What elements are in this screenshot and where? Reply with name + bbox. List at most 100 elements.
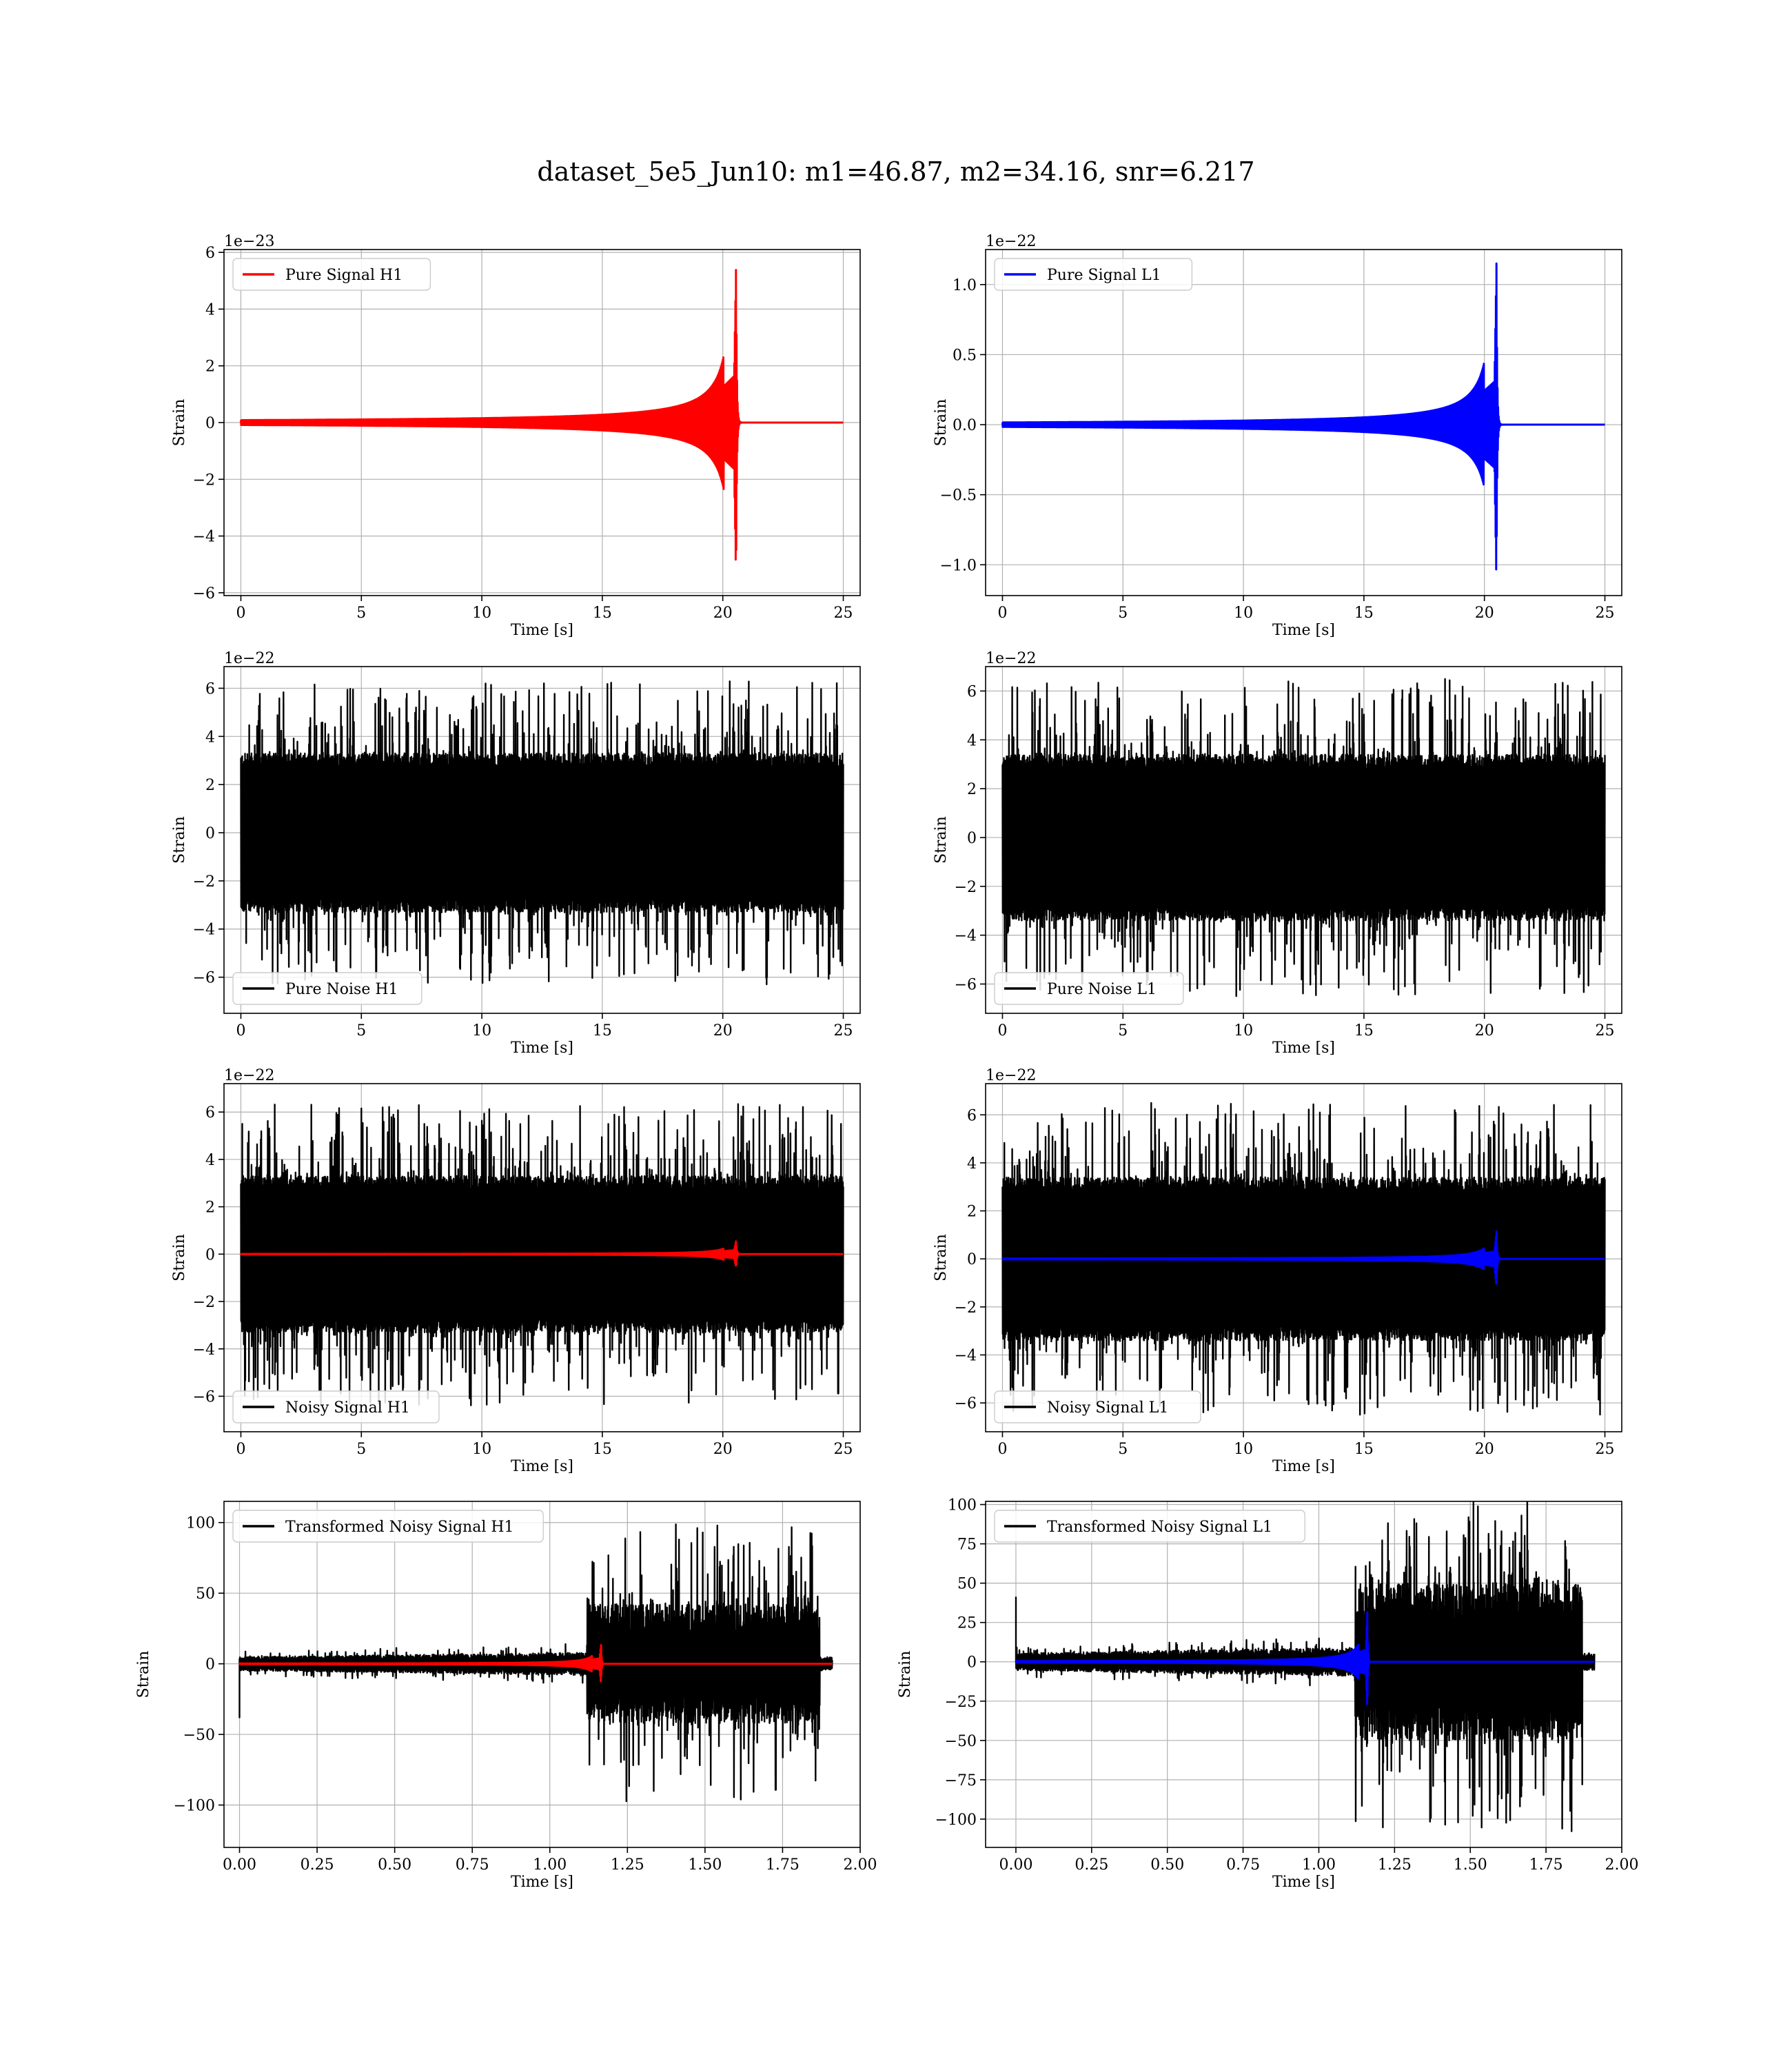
axis-offset-text: 1e−22 bbox=[224, 650, 274, 667]
y-tick-label: −2 bbox=[955, 1299, 977, 1317]
x-tick-label: 5 bbox=[1118, 1022, 1128, 1040]
y-tick-label: 0 bbox=[205, 825, 215, 842]
y-tick-label: −2 bbox=[193, 873, 215, 891]
x-tick-label: 25 bbox=[834, 605, 853, 622]
y-tick-label: 0 bbox=[205, 415, 215, 432]
axes-frame bbox=[985, 666, 1622, 1014]
subplot-4: 0 5 10 15 20 25 −6 −4 −2 0 2 4 6 Time [s] Strain 1e−22 P… bbox=[933, 650, 1622, 1057]
x-tick-label: 5 bbox=[1118, 605, 1128, 622]
x-tick-label: 10 bbox=[472, 605, 491, 622]
series-line-1 bbox=[240, 680, 844, 986]
x-tick-label: 0.50 bbox=[1150, 1856, 1184, 1874]
x-tick-label: 0.25 bbox=[1075, 1856, 1108, 1874]
y-axis-label: Strain bbox=[171, 399, 188, 447]
series-line-2 bbox=[1001, 1230, 1606, 1285]
x-tick-label: 0.50 bbox=[378, 1856, 411, 1874]
series-line-1 bbox=[238, 1523, 833, 1803]
x-tick-label: 0.75 bbox=[456, 1856, 489, 1874]
plot-area bbox=[1001, 678, 1606, 997]
legend-box bbox=[994, 258, 1193, 291]
x-tick-label: 15 bbox=[1354, 1022, 1374, 1040]
y-axis-label: Strain bbox=[933, 399, 950, 447]
y-tick-label: 4 bbox=[967, 1155, 977, 1173]
x-tick-label: 1.50 bbox=[1454, 1856, 1487, 1874]
y-tick-label: 0 bbox=[967, 1251, 977, 1268]
axes-frame bbox=[223, 666, 861, 1014]
y-tick-label: 0 bbox=[205, 1656, 215, 1674]
y-tick-label: −2 bbox=[955, 879, 977, 896]
legend-label: Pure Noise H1 bbox=[285, 981, 398, 998]
x-tick-label: 0 bbox=[997, 1441, 1007, 1458]
subplot-3: 0 5 10 15 20 25 −6 −4 −2 0 2 4 6 Time [s] Strain 1e−22 P… bbox=[171, 650, 861, 1057]
x-tick-label: 0.25 bbox=[301, 1856, 334, 1874]
y-axis-label: Strain bbox=[171, 816, 188, 864]
y-tick-label: 6 bbox=[967, 683, 977, 700]
series-line-2 bbox=[240, 1240, 844, 1267]
plot-area bbox=[1015, 1501, 1596, 1832]
x-axis-label: Time [s] bbox=[511, 622, 573, 639]
x-axis-label: Time [s] bbox=[511, 1458, 573, 1475]
y-tick-label: −6 bbox=[955, 976, 977, 993]
plot-area bbox=[240, 269, 844, 561]
x-axis-label: Time [s] bbox=[1272, 622, 1335, 639]
x-tick-label: 15 bbox=[1354, 605, 1374, 622]
x-axis-label: Time [s] bbox=[511, 1874, 573, 1891]
x-tick-label: 0 bbox=[236, 605, 245, 622]
y-tick-label: 100 bbox=[948, 1497, 977, 1514]
plot-area bbox=[240, 680, 844, 986]
y-tick-label: −1.0 bbox=[940, 557, 977, 574]
legend-box bbox=[994, 1510, 1305, 1543]
subplot-5: 0 5 10 15 20 25 −6 −4 −2 0 2 4 6 Time [s] Strain 1e−22 N… bbox=[171, 1067, 861, 1475]
subplot-7: 0.00 0.25 0.50 0.75 1.00 1.25 1.50 1.75 2.00 −100… bbox=[135, 1501, 877, 1891]
y-tick-label: 0 bbox=[205, 1246, 215, 1264]
axis-offset-text: 1e−22 bbox=[986, 1067, 1036, 1084]
x-tick-label: 20 bbox=[1475, 605, 1494, 622]
y-axis-label: Strain bbox=[933, 1234, 950, 1281]
axis-offset-text: 1e−22 bbox=[986, 650, 1036, 667]
y-tick-label: 1.0 bbox=[953, 277, 977, 294]
legend: Pure Noise H1 bbox=[232, 972, 422, 1005]
y-tick-label: 4 bbox=[205, 729, 215, 746]
legend-box bbox=[994, 972, 1184, 1005]
legend: Transformed Noisy Signal L1 bbox=[994, 1510, 1305, 1543]
subplot-6: 0 5 10 15 20 25 −6 −4 −2 0 2 4 6 Time [s] Strain 1e−22 N… bbox=[933, 1067, 1622, 1475]
legend-label: Pure Signal H1 bbox=[285, 267, 403, 284]
x-axis-label: Time [s] bbox=[1272, 1040, 1335, 1057]
y-tick-label: 2 bbox=[205, 777, 215, 794]
legend-box bbox=[232, 258, 431, 291]
x-tick-label: 25 bbox=[1596, 1022, 1615, 1040]
x-axis-label: Time [s] bbox=[1272, 1458, 1335, 1475]
series-line-1 bbox=[240, 269, 844, 561]
legend-label: Noisy Signal L1 bbox=[1047, 1399, 1168, 1417]
y-axis-label: Strain bbox=[171, 1234, 188, 1281]
y-tick-label: 6 bbox=[967, 1107, 977, 1124]
x-tick-label: 25 bbox=[834, 1441, 853, 1458]
y-tick-label: 2 bbox=[205, 1199, 215, 1217]
x-tick-label: 10 bbox=[472, 1022, 491, 1040]
x-tick-label: 1.25 bbox=[611, 1856, 644, 1874]
axes-frame bbox=[985, 1501, 1622, 1848]
x-axis-label: Time [s] bbox=[511, 1040, 573, 1057]
y-tick-label: −6 bbox=[193, 585, 215, 602]
x-tick-label: 20 bbox=[1475, 1441, 1494, 1458]
series-line-1 bbox=[240, 1103, 844, 1406]
x-tick-label: 0 bbox=[236, 1441, 245, 1458]
x-tick-label: 20 bbox=[713, 1441, 733, 1458]
y-tick-label: −25 bbox=[945, 1694, 977, 1711]
plot-area bbox=[1001, 1102, 1606, 1416]
x-tick-label: 5 bbox=[356, 1441, 366, 1458]
series-line-1 bbox=[1001, 678, 1606, 997]
legend: Pure Noise L1 bbox=[994, 972, 1184, 1005]
x-tick-label: 5 bbox=[356, 1022, 366, 1040]
x-tick-label: 20 bbox=[713, 1022, 733, 1040]
y-tick-label: 0.0 bbox=[953, 417, 977, 434]
y-tick-label: 25 bbox=[957, 1615, 977, 1632]
x-tick-label: 20 bbox=[713, 605, 733, 622]
y-axis-label: Strain bbox=[135, 1651, 152, 1699]
x-tick-label: 15 bbox=[593, 1022, 612, 1040]
y-tick-label: 4 bbox=[205, 1152, 215, 1169]
x-tick-label: 0.75 bbox=[1226, 1856, 1260, 1874]
x-tick-label: 5 bbox=[356, 605, 366, 622]
y-tick-label: −4 bbox=[193, 922, 215, 939]
